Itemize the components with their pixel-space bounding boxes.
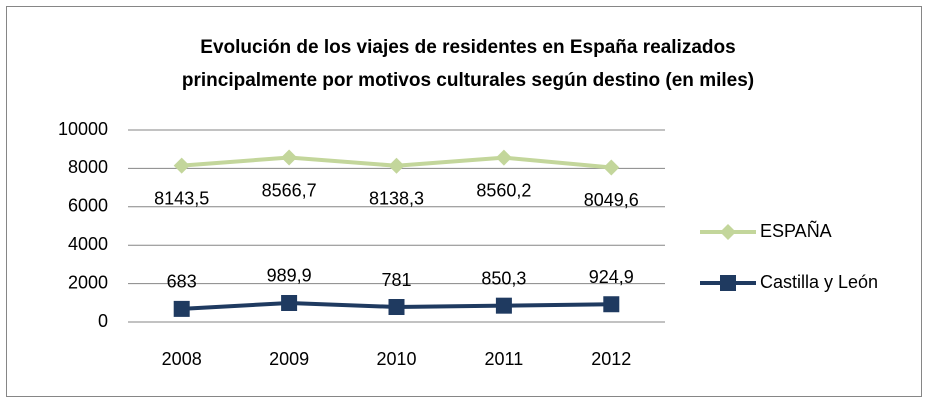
data-point bbox=[603, 296, 620, 313]
data-label: 924,9 bbox=[589, 267, 634, 287]
x-tick-label: 2011 bbox=[485, 349, 524, 369]
data-point bbox=[173, 300, 190, 317]
y-tick-label: 0 bbox=[98, 311, 108, 331]
data-point bbox=[388, 299, 405, 316]
x-tick-label: 2010 bbox=[376, 349, 416, 369]
data-label: 8138,3 bbox=[369, 188, 424, 208]
y-tick-label: 6000 bbox=[68, 196, 108, 216]
legend-marker bbox=[720, 224, 736, 240]
x-tick-label: 2012 bbox=[591, 349, 631, 369]
data-point bbox=[281, 149, 298, 166]
data-label: 8143,5 bbox=[154, 188, 209, 208]
data-point bbox=[388, 157, 405, 174]
y-tick-label: 4000 bbox=[68, 234, 108, 254]
y-tick-label: 2000 bbox=[68, 272, 108, 292]
legend-label: ESPAÑA bbox=[760, 220, 832, 241]
data-point bbox=[603, 159, 620, 176]
y-tick-label: 10000 bbox=[58, 119, 108, 139]
data-label: 8049,6 bbox=[584, 190, 639, 210]
data-label: 8560,2 bbox=[476, 180, 531, 200]
x-tick-label: 2009 bbox=[269, 349, 309, 369]
chart-title: Evolución de los viajes de residentes en… bbox=[200, 37, 735, 58]
data-point bbox=[495, 149, 512, 166]
y-tick-label: 8000 bbox=[68, 157, 108, 177]
data-label: 781 bbox=[381, 270, 411, 290]
chart-title: principalmente por motivos culturales se… bbox=[182, 70, 754, 91]
data-label: 683 bbox=[167, 272, 197, 292]
x-tick-label: 2008 bbox=[162, 349, 202, 369]
data-label: 989,9 bbox=[267, 266, 312, 286]
data-point bbox=[173, 157, 190, 174]
legend-label: Castilla y León bbox=[760, 272, 878, 292]
data-point bbox=[495, 297, 512, 314]
data-label: 8566,7 bbox=[262, 180, 317, 200]
chart-border bbox=[6, 6, 922, 397]
legend-marker bbox=[720, 275, 736, 291]
data-label: 850,3 bbox=[481, 268, 526, 288]
data-point bbox=[281, 294, 298, 311]
